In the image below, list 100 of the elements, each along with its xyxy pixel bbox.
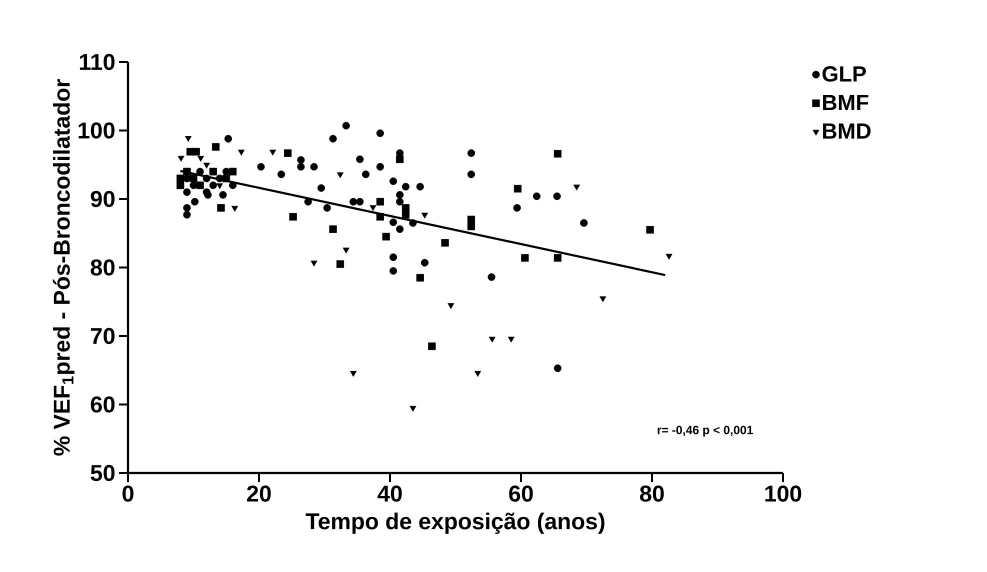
- point: [329, 225, 337, 233]
- point: [646, 226, 654, 234]
- point: [396, 198, 404, 206]
- point: [666, 254, 672, 260]
- point: [323, 204, 331, 212]
- point: [284, 149, 292, 157]
- point: [508, 336, 514, 343]
- point: [382, 232, 390, 240]
- y-tick-label: 60: [90, 396, 115, 413]
- x-tick-label: 40: [378, 486, 402, 502]
- point: [183, 210, 191, 219]
- point: [514, 184, 522, 193]
- point: [474, 370, 482, 377]
- point: [488, 273, 496, 281]
- x-axis-title: Tempo de exposição (anos): [306, 512, 604, 534]
- point: [580, 219, 588, 227]
- point: [317, 184, 326, 192]
- point: [202, 188, 210, 196]
- point: [216, 174, 224, 182]
- point: [376, 163, 384, 171]
- point: [222, 174, 230, 182]
- point: [396, 155, 404, 164]
- point: [467, 222, 476, 230]
- point: [209, 182, 217, 190]
- point: [389, 218, 398, 226]
- point: [402, 210, 410, 219]
- point: [421, 212, 428, 219]
- x-tick-label: 60: [509, 486, 533, 502]
- point: [389, 267, 398, 275]
- y-tick-label: 110: [80, 54, 115, 70]
- point: [350, 370, 357, 377]
- point: [554, 364, 562, 372]
- point: [402, 182, 410, 190]
- point: [336, 172, 344, 178]
- point: [178, 156, 184, 162]
- point: [362, 170, 370, 178]
- point: [216, 183, 224, 190]
- point: [521, 254, 529, 262]
- point: [402, 204, 410, 212]
- point: [310, 260, 318, 267]
- point: [342, 248, 350, 254]
- point: [197, 156, 204, 162]
- point: [396, 225, 404, 233]
- point: [191, 198, 199, 206]
- y-tick-label: 70: [90, 328, 115, 344]
- point: [342, 122, 350, 130]
- legend-label: BMD: [823, 124, 871, 139]
- point: [396, 191, 404, 199]
- point: [448, 303, 454, 309]
- y-tick-label: 90: [90, 190, 115, 208]
- point: [356, 198, 364, 206]
- point: [416, 274, 424, 282]
- legend-label: GLP: [822, 66, 866, 82]
- point: [310, 163, 318, 171]
- point: [356, 155, 364, 164]
- x-tick-label: 80: [640, 486, 664, 502]
- point: [420, 258, 429, 267]
- annotation: r= -0,46 p < 0,001: [658, 426, 753, 437]
- point: [202, 174, 210, 182]
- point: [297, 156, 305, 164]
- point: [277, 170, 286, 178]
- point: [269, 150, 276, 156]
- point: [289, 213, 297, 221]
- point: [370, 205, 376, 212]
- point: [183, 204, 191, 212]
- point: [224, 134, 232, 143]
- y-tick-label: 100: [78, 122, 115, 139]
- point: [196, 182, 204, 190]
- y-tick-label: 50: [90, 464, 115, 482]
- point: [219, 191, 227, 199]
- point: [376, 129, 384, 138]
- point: [416, 182, 424, 190]
- point: [600, 296, 606, 302]
- point: [190, 174, 198, 182]
- point: [376, 198, 384, 206]
- point: [410, 406, 416, 412]
- x-tick-label: 20: [247, 486, 271, 502]
- point: [192, 148, 200, 156]
- point: [297, 163, 305, 171]
- point: [467, 216, 476, 224]
- point: [176, 182, 184, 190]
- point: [554, 254, 562, 262]
- point: [229, 182, 237, 190]
- point: [217, 204, 225, 212]
- point: [183, 188, 191, 196]
- x-tick-label: 0: [122, 486, 134, 502]
- point: [231, 206, 238, 212]
- point: [488, 336, 496, 343]
- point: [329, 134, 337, 143]
- point: [238, 150, 245, 156]
- point: [176, 174, 184, 182]
- point: [184, 136, 192, 142]
- legend-label: BMF: [823, 94, 868, 110]
- point: [212, 143, 220, 151]
- point: [209, 168, 217, 176]
- point: [376, 213, 384, 221]
- y-axis-title: % VEF$_{1}$pred - Pós-Broncodilatador: [52, 79, 74, 456]
- point: [183, 168, 191, 176]
- point: [389, 177, 398, 185]
- point: [257, 163, 265, 171]
